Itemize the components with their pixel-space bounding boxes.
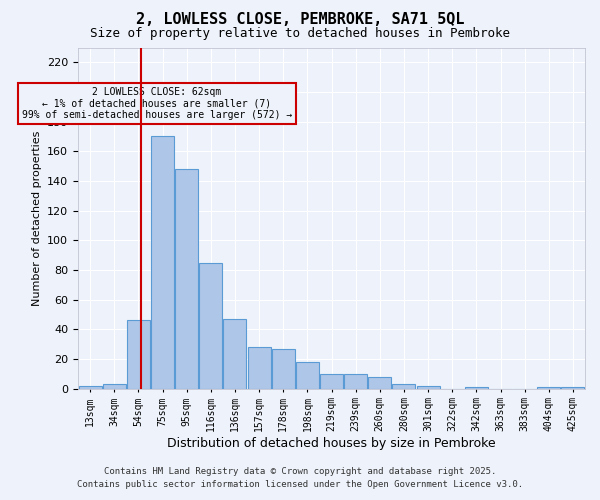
Bar [296, 362, 319, 388]
Bar [272, 348, 295, 389]
Bar [175, 169, 198, 388]
Text: 2 LOWLESS CLOSE: 62sqm
← 1% of detached houses are smaller (7)
99% of semi-detac: 2 LOWLESS CLOSE: 62sqm ← 1% of detached … [22, 86, 292, 120]
Text: Size of property relative to detached houses in Pembroke: Size of property relative to detached ho… [90, 28, 510, 40]
Text: 2, LOWLESS CLOSE, PEMBROKE, SA71 5QL: 2, LOWLESS CLOSE, PEMBROKE, SA71 5QL [136, 12, 464, 28]
Bar [151, 136, 174, 388]
Y-axis label: Number of detached properties: Number of detached properties [32, 130, 41, 306]
Bar [79, 386, 101, 388]
Bar [344, 374, 367, 388]
Bar [392, 384, 415, 388]
Bar [127, 320, 150, 388]
X-axis label: Distribution of detached houses by size in Pembroke: Distribution of detached houses by size … [167, 437, 496, 450]
Text: Contains HM Land Registry data © Crown copyright and database right 2025.
Contai: Contains HM Land Registry data © Crown c… [77, 468, 523, 489]
Bar [368, 376, 391, 388]
Bar [223, 319, 247, 388]
Bar [248, 347, 271, 389]
Bar [562, 387, 584, 388]
Bar [199, 262, 222, 388]
Bar [538, 387, 560, 388]
Bar [465, 387, 488, 388]
Bar [103, 384, 126, 388]
Bar [320, 374, 343, 388]
Bar [416, 386, 440, 388]
